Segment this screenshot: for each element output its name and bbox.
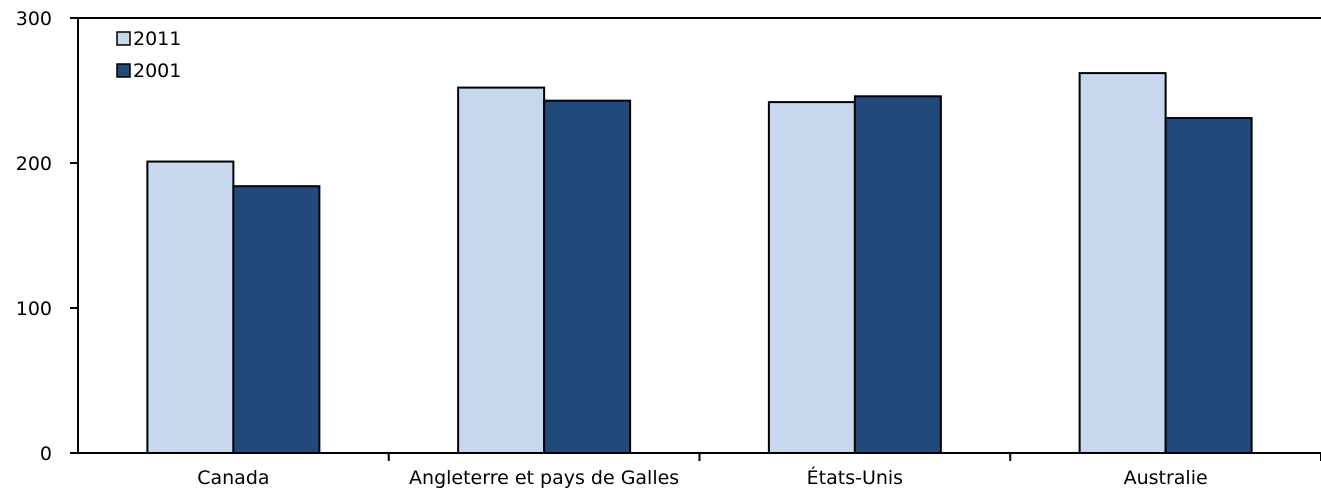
legend-swatch-2011: [116, 31, 131, 46]
legend-label-2001: 2001: [133, 60, 181, 82]
y-tick-label: 300: [16, 8, 52, 30]
bar-2001-0: [232, 185, 321, 454]
x-category-label: Angleterre et pays de Galles: [409, 467, 679, 489]
x-category-label: États-Unis: [807, 466, 903, 489]
x-category-label: Canada: [197, 467, 269, 489]
y-tick-label: 0: [40, 443, 52, 465]
y-tick-label: 200: [16, 153, 52, 175]
x-axis-labels: Canada Angleterre et pays de Galles États-…: [197, 453, 1321, 489]
bar-2011-1: [457, 86, 546, 454]
legend-swatch-2001: [116, 63, 131, 78]
y-axis-ticks: 0 100 200 300: [16, 8, 78, 465]
bar-2011-3: [1078, 72, 1167, 454]
bar-2001-2: [853, 95, 942, 455]
bar-2011-2: [767, 101, 856, 454]
bars-group: [146, 72, 1253, 455]
legend-label-2011: 2011: [133, 28, 181, 50]
x-category-label: Australie: [1124, 467, 1208, 489]
bar-2001-1: [543, 99, 632, 455]
legend: 2011 2001: [116, 28, 181, 82]
bar-2011-0: [146, 160, 235, 455]
bar-2001-3: [1164, 117, 1253, 455]
y-tick-label: 100: [16, 298, 52, 320]
